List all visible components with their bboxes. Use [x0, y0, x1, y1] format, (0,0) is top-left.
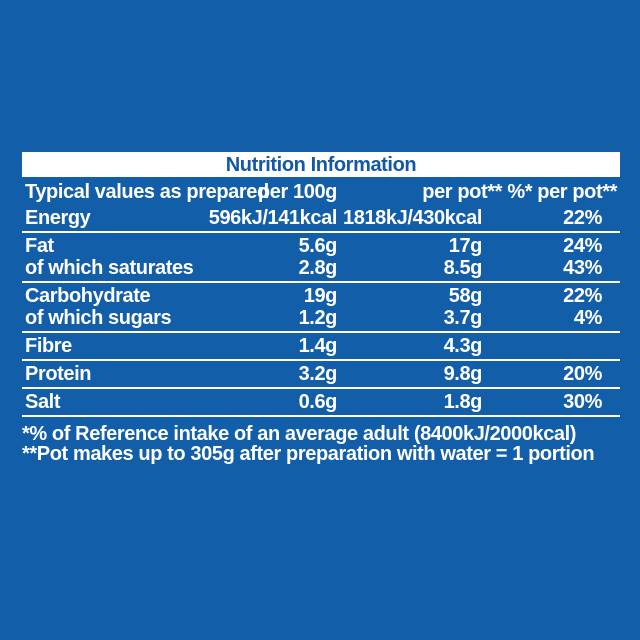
- value-pct-per-pot: 43%: [563, 257, 602, 279]
- table-row-carbohydrate: Carbohydrate 19g 58g 22% of which sugars…: [22, 283, 620, 333]
- nutrition-title-bar: Nutrition Information: [22, 152, 620, 177]
- row-label: Salt: [25, 391, 61, 413]
- column-header-per-pot: per pot**: [422, 181, 502, 203]
- row-label: Energy: [25, 207, 91, 229]
- row-label: Fat: [25, 235, 54, 257]
- row-label: Protein: [25, 363, 92, 385]
- value-per-pot: 1818kJ/430kcal: [343, 207, 482, 229]
- value-pct-per-pot: 20%: [563, 363, 602, 385]
- column-header-label: Typical values as prepared: [25, 181, 269, 203]
- column-header-per-100g: per 100g: [257, 181, 337, 203]
- value-pct-per-pot: 22%: [563, 207, 602, 229]
- column-header-row: Typical values as prepared per 100g per …: [22, 177, 620, 205]
- value-pct-per-pot: 24%: [563, 235, 602, 257]
- value-per-pot: 3.7g: [443, 307, 483, 329]
- table-line: Fibre 1.4g 4.3g: [22, 335, 620, 357]
- table-row-protein: Protein 3.2g 9.8g 20%: [22, 361, 620, 389]
- table-line: of which saturates 2.8g 8.5g 43%: [22, 257, 620, 279]
- value-per-pot: 1.8g: [443, 391, 483, 413]
- table-line: Carbohydrate 19g 58g 22%: [22, 285, 620, 307]
- value-pct-per-pot: 4%: [573, 307, 603, 329]
- value-pct-per-pot: 22%: [563, 285, 602, 307]
- table-row-salt: Salt 0.6g 1.8g 30%: [22, 389, 620, 417]
- nutrition-panel: Nutrition Information Typical values as …: [22, 152, 620, 464]
- table-line: Energy 596kJ/141kcal 1818kJ/430kcal 22%: [22, 207, 620, 229]
- column-header-pct-per-pot: %* per pot**: [507, 181, 617, 203]
- table-line: of which sugars 1.2g 3.7g 4%: [22, 307, 620, 329]
- footnote-reference-intake: *% of Reference intake of an average adu…: [22, 423, 577, 445]
- value-per-100g: 1.4g: [298, 335, 338, 357]
- table-row-energy: Energy 596kJ/141kcal 1818kJ/430kcal 22%: [22, 205, 620, 233]
- value-per-100g: 5.6g: [298, 235, 338, 257]
- table-row-fibre: Fibre 1.4g 4.3g: [22, 333, 620, 361]
- footnote-pot-preparation: **Pot makes up to 305g after preparation…: [22, 443, 595, 465]
- footnotes: *% of Reference intake of an average adu…: [22, 424, 620, 464]
- table-line: Salt 0.6g 1.8g 30%: [22, 391, 620, 413]
- value-per-100g: 2.8g: [298, 257, 338, 279]
- value-per-100g: 596kJ/141kcal: [208, 207, 338, 229]
- row-label: Fibre: [25, 335, 72, 357]
- table-row-fat: Fat 5.6g 17g 24% of which saturates 2.8g…: [22, 233, 620, 283]
- value-per-100g: 0.6g: [298, 391, 338, 413]
- nutrition-title: Nutrition Information: [225, 154, 417, 176]
- value-per-100g: 1.2g: [298, 307, 338, 329]
- row-label: Carbohydrate: [25, 285, 151, 307]
- value-per-100g: 19g: [303, 285, 338, 307]
- value-per-100g: 3.2g: [298, 363, 338, 385]
- value-per-pot: 9.8g: [443, 363, 483, 385]
- table-line: Fat 5.6g 17g 24%: [22, 235, 620, 257]
- table-line: Protein 3.2g 9.8g 20%: [22, 363, 620, 385]
- value-per-pot: 58g: [448, 285, 483, 307]
- row-label: of which sugars: [25, 307, 172, 329]
- value-per-pot: 17g: [448, 235, 483, 257]
- value-pct-per-pot: 30%: [563, 391, 602, 413]
- row-label: of which saturates: [25, 257, 194, 279]
- value-per-pot: 8.5g: [443, 257, 483, 279]
- value-per-pot: 4.3g: [443, 335, 483, 357]
